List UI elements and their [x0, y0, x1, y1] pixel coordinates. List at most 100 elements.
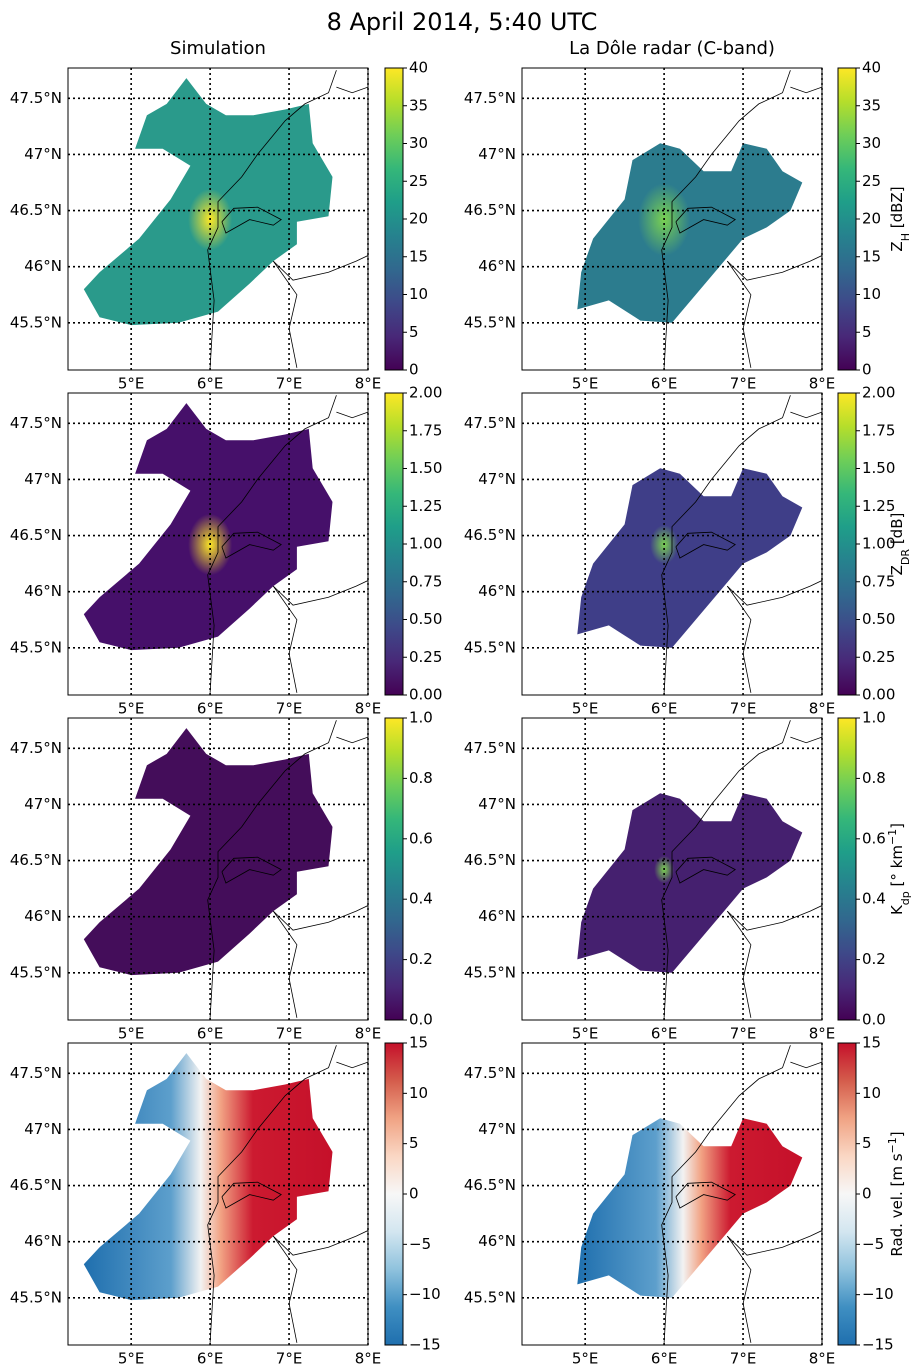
- panel-title: La Dôle radar (C-band): [569, 38, 775, 59]
- y-tick-label: 47°N: [478, 145, 516, 163]
- map-panel: La Dôle radar (C-band) 5°E 6°E 7°E 8°E 45.5°N…: [464, 38, 912, 393]
- colorbar-tick-label: 35: [409, 96, 428, 114]
- x-tick-label: 6°E: [197, 375, 224, 393]
- colorbar-label: ZH [dBZ]: [888, 186, 912, 251]
- precip-area: [83, 728, 333, 976]
- colorbar-label: Rad. vel. [m s−1]: [886, 1131, 907, 1256]
- colorbar-label: ZDR [dB]: [888, 513, 912, 576]
- y-tick-label: 45.5°N: [464, 1288, 516, 1306]
- x-tick-label: 7°E: [730, 1350, 757, 1367]
- field: [577, 1045, 822, 1343]
- border: [790, 86, 822, 94]
- colorbar-label: Kdp [° km−1]: [886, 823, 912, 915]
- colorbar-tick-label: 0.25: [862, 648, 895, 666]
- colorbar-label-part: ]: [888, 823, 906, 829]
- border: [272, 585, 298, 693]
- x-tick-label: 8°E: [809, 1350, 836, 1367]
- border: [675, 1181, 736, 1209]
- y-tick-label: 47.5°N: [464, 739, 516, 757]
- colorbar-tick-label: 0.2: [409, 950, 433, 968]
- y-tick-label: 46°N: [478, 1232, 516, 1250]
- field: [577, 70, 822, 368]
- border: [336, 736, 368, 744]
- colorbar-label-part: H: [899, 233, 912, 241]
- border: [336, 1061, 368, 1069]
- x-tick-label: 7°E: [276, 375, 303, 393]
- y-tick-label: 45.5°N: [10, 1288, 62, 1306]
- colorbar-label-part: −1: [886, 829, 899, 845]
- colorbar-tick-label: 0: [862, 361, 872, 379]
- colorbar: [384, 392, 404, 696]
- colorbar-tick-label: 25: [862, 172, 881, 190]
- border: [727, 1230, 822, 1256]
- x-tick-label: 8°E: [355, 700, 382, 718]
- colorbar-tick-label: 40: [409, 59, 428, 77]
- colorbar-label-part: Rad. vel. [m s: [888, 1153, 906, 1256]
- x-tick-label: 5°E: [118, 1350, 145, 1367]
- colorbar-tick-label: −10: [409, 1285, 441, 1303]
- border: [675, 531, 736, 559]
- axes-frame: [67, 717, 369, 1021]
- colorbar-label-part: Z: [888, 241, 906, 251]
- precip-area: [577, 143, 803, 323]
- colorbar: [384, 717, 404, 1021]
- border: [272, 1235, 298, 1343]
- y-tick-label: 46.5°N: [464, 1176, 516, 1194]
- field: [83, 70, 368, 368]
- x-tick-label: 7°E: [730, 1025, 757, 1043]
- y-tick-label: 47°N: [24, 145, 62, 163]
- colorbar-tick-label: 10: [409, 1084, 428, 1102]
- colorbar-tick-label: 0.50: [862, 610, 895, 628]
- x-tick-label: 5°E: [572, 1025, 599, 1043]
- border: [221, 1181, 282, 1209]
- colorbar: [384, 67, 404, 371]
- figure-title: 8 April 2014, 5:40 UTC: [327, 8, 598, 36]
- x-tick-label: 5°E: [572, 1350, 599, 1367]
- x-tick-label: 7°E: [276, 700, 303, 718]
- y-tick-label: 47.5°N: [464, 1064, 516, 1082]
- y-tick-label: 45.5°N: [10, 638, 62, 656]
- colorbar-tick-label: 25: [409, 172, 428, 190]
- border: [336, 411, 368, 419]
- y-tick-label: 45.5°N: [464, 313, 516, 331]
- y-tick-label: 47°N: [24, 1120, 62, 1138]
- x-tick-label: 6°E: [651, 1350, 678, 1367]
- colorbar-label-part: −1: [886, 1137, 899, 1153]
- axes-frame: [67, 67, 369, 371]
- y-tick-label: 46°N: [24, 582, 62, 600]
- field: [577, 720, 822, 1018]
- precip-area: [577, 1118, 803, 1298]
- y-tick-label: 46.5°N: [464, 851, 516, 869]
- colorbar-tick-label: −5: [409, 1235, 431, 1253]
- axes-frame: [521, 67, 823, 371]
- colorbar-tick-label: 1.75: [862, 421, 895, 439]
- y-tick-label: 47.5°N: [10, 414, 62, 432]
- colorbar-tick-label: −15: [409, 1336, 441, 1354]
- y-tick-label: 46°N: [478, 257, 516, 275]
- x-tick-label: 6°E: [197, 1350, 224, 1367]
- precip-area: [577, 468, 803, 648]
- y-tick-label: 46°N: [24, 1232, 62, 1250]
- colorbar: [837, 67, 857, 371]
- y-tick-label: 46.5°N: [10, 1176, 62, 1194]
- border: [273, 905, 368, 931]
- y-tick-label: 47.5°N: [464, 89, 516, 107]
- colorbar-tick-label: 1.0: [862, 709, 886, 727]
- y-tick-label: 46.5°N: [464, 201, 516, 219]
- border: [726, 260, 752, 368]
- y-tick-label: 46°N: [478, 907, 516, 925]
- field: [83, 720, 368, 1018]
- colorbar-tick-label: 5: [862, 323, 872, 341]
- border: [790, 411, 822, 419]
- colorbar-tick-label: −5: [862, 1235, 884, 1253]
- colorbar-tick-label: 20: [862, 210, 881, 228]
- colorbar-tick-label: 1.25: [409, 497, 442, 515]
- colorbar-tick-label: 0.0: [862, 1011, 886, 1029]
- border: [790, 736, 822, 744]
- colorbar-label-part: DR: [899, 549, 912, 565]
- x-tick-label: 7°E: [730, 700, 757, 718]
- colorbar: [837, 717, 857, 1021]
- colorbar-tick-label: 0.8: [862, 769, 886, 787]
- axes-frame: [521, 1042, 823, 1346]
- colorbar-label-part: dp: [899, 891, 912, 905]
